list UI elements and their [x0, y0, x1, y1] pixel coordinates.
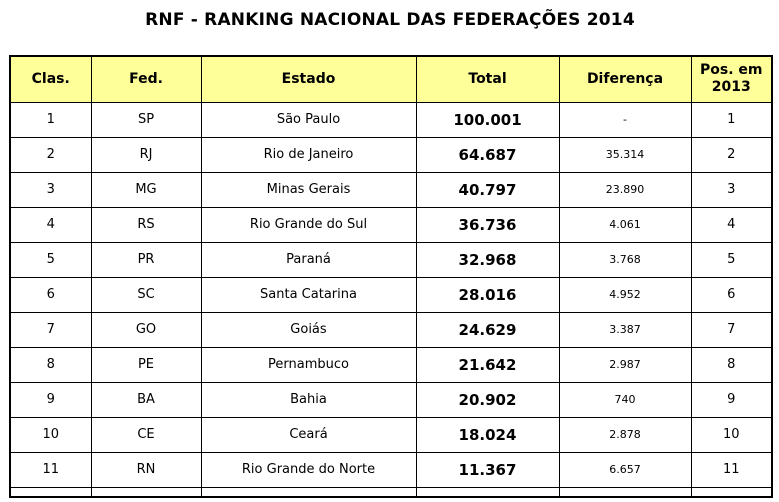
cell-clas: 5	[9, 241, 92, 278]
header-fed: Fed.	[90, 55, 202, 103]
cell-fed: PE	[90, 346, 202, 383]
cell-diferenca: 740	[558, 381, 692, 418]
cell-estado: Pernambuco	[200, 346, 417, 383]
header-estado: Estado	[200, 55, 417, 103]
ranking-table: Clas. Fed. Estado Total Diferença Pos. e…	[9, 55, 773, 498]
table-header: Clas. Fed. Estado Total Diferença Pos. e…	[9, 55, 773, 103]
cell-fed: CE	[90, 416, 202, 453]
cell-diferenca: 3.768	[558, 241, 692, 278]
cell-fed: RN	[90, 451, 202, 488]
cell-diferenca: 35.314	[558, 136, 692, 173]
cell-diferenca: 3.387	[558, 311, 692, 348]
cell-fed: RJ	[90, 136, 202, 173]
header-row: Clas. Fed. Estado Total Diferença Pos. e…	[9, 55, 773, 103]
cell-total: 64.687	[415, 136, 560, 173]
cell-clas: 2	[9, 136, 92, 173]
header-diferenca: Diferença	[558, 55, 692, 103]
cell-diferenca	[558, 486, 692, 498]
table-row-partial	[9, 486, 773, 498]
cell-pos_2013: 6	[690, 276, 773, 313]
cell-estado: Rio Grande do Sul	[200, 206, 417, 243]
cell-estado: Paraná	[200, 241, 417, 278]
table-row: 7 GO Goiás 24.629 3.387 7	[9, 311, 773, 348]
cell-diferenca: 4.952	[558, 276, 692, 313]
cell-diferenca: 23.890	[558, 171, 692, 208]
cell-estado: Goiás	[200, 311, 417, 348]
cell-total	[415, 486, 560, 498]
cell-fed: PR	[90, 241, 202, 278]
cell-clas: 9	[9, 381, 92, 418]
header-clas: Clas.	[9, 55, 92, 103]
cell-total: 21.642	[415, 346, 560, 383]
cell-fed: BA	[90, 381, 202, 418]
table-body: 1 SP São Paulo 100.001-1 2 RJ Rio de Janeiro 64…	[9, 101, 773, 498]
table-row: 8 PE Pernambuco 21.642 2.987 8	[9, 346, 773, 383]
header-pos-2013: Pos. em 2013	[690, 55, 773, 103]
cell-estado: Minas Gerais	[200, 171, 417, 208]
cell-clas: 6	[9, 276, 92, 313]
cell-estado: Rio de Janeiro	[200, 136, 417, 173]
cell-total: 24.629	[415, 311, 560, 348]
cell-clas: 3	[9, 171, 92, 208]
header-total: Total	[415, 55, 560, 103]
cell-diferenca: 4.061	[558, 206, 692, 243]
cell-total: 18.024	[415, 416, 560, 453]
table-row: 9 BA Bahia 20.902 740 9	[9, 381, 773, 418]
cell-estado: Santa Catarina	[200, 276, 417, 313]
cell-clas	[9, 486, 92, 498]
table-row: 2 RJ Rio de Janeiro 64.687 35.314 2	[9, 136, 773, 173]
cell-pos_2013: 7	[690, 311, 773, 348]
cell-diferenca: -	[558, 101, 692, 138]
cell-pos_2013: 5	[690, 241, 773, 278]
cell-total: 100.001	[415, 101, 560, 138]
cell-pos_2013: 3	[690, 171, 773, 208]
cell-diferenca: 6.657	[558, 451, 692, 488]
table-row: 3 MG Minas Gerais 40.797 23.890 3	[9, 171, 773, 208]
cell-fed: MG	[90, 171, 202, 208]
cell-total: 20.902	[415, 381, 560, 418]
cell-fed	[90, 486, 202, 498]
cell-clas: 1	[9, 101, 92, 138]
cell-estado: Bahia	[200, 381, 417, 418]
cell-pos_2013: 11	[690, 451, 773, 488]
table-row: 1 SP São Paulo 100.001-1	[9, 101, 773, 138]
cell-estado	[200, 486, 417, 498]
table-row: 6 SC Santa Catarina 28.016 4.952 6	[9, 276, 773, 313]
cell-clas: 11	[9, 451, 92, 488]
table-row: 4 RS Rio Grande do Sul 36.736 4.061 4	[9, 206, 773, 243]
table-row: 10 CE Ceará 18.024 2.878 10	[9, 416, 773, 453]
cell-fed: SC	[90, 276, 202, 313]
cell-pos_2013: 4	[690, 206, 773, 243]
cell-clas: 4	[9, 206, 92, 243]
cell-diferenca: 2.878	[558, 416, 692, 453]
cell-diferenca: 2.987	[558, 346, 692, 383]
cell-total: 36.736	[415, 206, 560, 243]
cell-total: 40.797	[415, 171, 560, 208]
page-title: RNF - RANKING NACIONAL DAS FEDERAÇÕES 20…	[145, 10, 635, 30]
cell-pos_2013: 2	[690, 136, 773, 173]
cell-total: 11.367	[415, 451, 560, 488]
table-row: 11 RN Rio Grande do Norte 11.367 6.657 11	[9, 451, 773, 488]
cell-pos_2013	[690, 486, 773, 498]
cell-pos_2013: 10	[690, 416, 773, 453]
cell-pos_2013: 1	[690, 101, 773, 138]
cell-pos_2013: 9	[690, 381, 773, 418]
cell-fed: SP	[90, 101, 202, 138]
cell-clas: 7	[9, 311, 92, 348]
cell-fed: RS	[90, 206, 202, 243]
cell-estado: Rio Grande do Norte	[200, 451, 417, 488]
table-row: 5 PR Paraná 32.968 3.768 5	[9, 241, 773, 278]
cell-pos_2013: 8	[690, 346, 773, 383]
cell-clas: 10	[9, 416, 92, 453]
cell-total: 28.016	[415, 276, 560, 313]
cell-fed: GO	[90, 311, 202, 348]
cell-clas: 8	[9, 346, 92, 383]
cell-estado: São Paulo	[200, 101, 417, 138]
cell-estado: Ceará	[200, 416, 417, 453]
cell-total: 32.968	[415, 241, 560, 278]
